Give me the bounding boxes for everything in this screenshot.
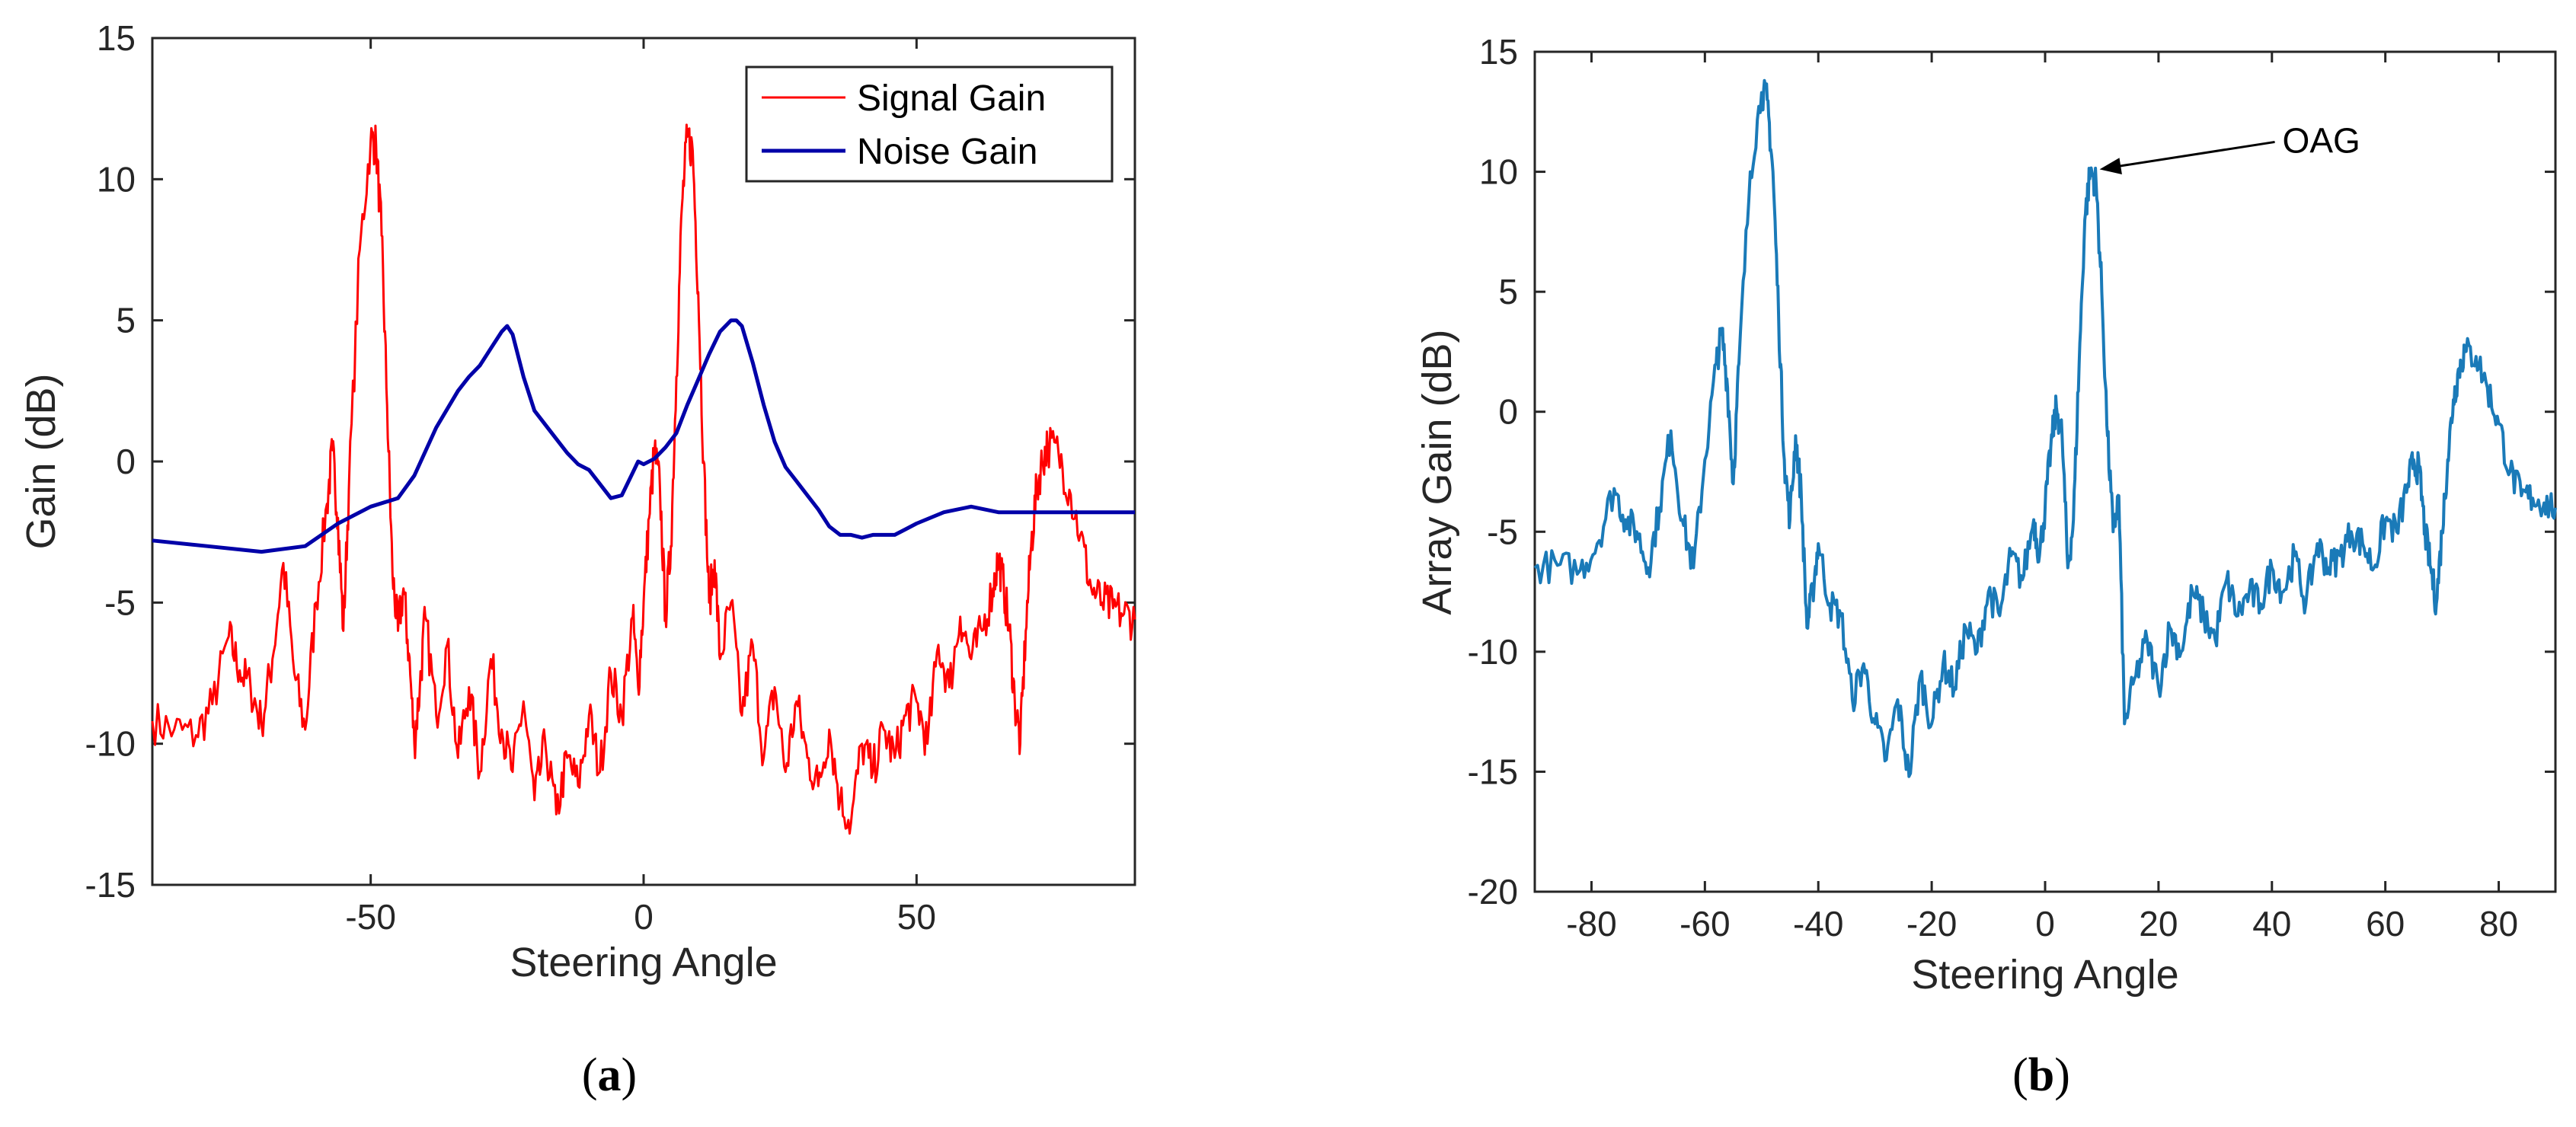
series-line-signal-gain	[151, 123, 1136, 835]
x-tick-label: 20	[2139, 904, 2178, 943]
y-tick-label: -5	[104, 583, 136, 622]
x-tick-label: 40	[2252, 904, 2291, 943]
x-tick-label: 80	[2479, 904, 2518, 943]
oag-arrow-head	[2099, 158, 2122, 174]
panel-a-series-lines	[151, 123, 1136, 835]
x-tick-label: -20	[1906, 904, 1957, 943]
y-tick-label: -5	[1487, 512, 1518, 551]
panel-a-legend: Signal Gain Noise Gain	[745, 65, 1114, 183]
x-tick-label: -50	[345, 897, 395, 937]
legend-signal-gain-label: Signal Gain	[857, 78, 1046, 119]
panel-b-caption: (b)	[2012, 1049, 2070, 1101]
y-tick-label: -10	[1468, 632, 1518, 672]
x-tick-label: 0	[634, 897, 654, 937]
y-tick-label: 5	[116, 301, 136, 340]
y-tick-label: 0	[116, 442, 136, 481]
legend-box	[745, 65, 1114, 183]
legend-noise-gain-label: Noise Gain	[857, 132, 1037, 172]
y-tick-label: -15	[1468, 752, 1518, 791]
oag-label: OAG	[2283, 120, 2360, 160]
y-tick-label: 15	[97, 18, 136, 58]
panel-a-y-axis-label: Gain (dB)	[18, 373, 64, 549]
y-tick-label: 0	[1498, 392, 1518, 432]
panel-b-x-axis-label: Steering Angle	[1911, 952, 2178, 998]
x-tick-label: 0	[2035, 904, 2055, 943]
panel-b-y-axis-label: Array Gain (dB)	[1414, 329, 1460, 615]
x-tick-label: -80	[1566, 904, 1616, 943]
oag-annotation: OAG	[2099, 120, 2360, 174]
panel-b-series-lines	[1533, 78, 2557, 778]
y-tick-label: -20	[1468, 872, 1518, 911]
series-line-array-gain	[1533, 78, 2557, 778]
x-tick-label: 60	[2366, 904, 2405, 943]
panel-b-chart: -80 -60 -40 -20 0 20 40 60 80 -20 -15 -10 -5 0 5 10 15 O…	[1414, 32, 2557, 1101]
panel-a-caption: (a)	[582, 1049, 637, 1101]
panel-b-plot-area	[1533, 50, 2557, 893]
panel-b-ticks: -80 -60 -40 -20 0 20 40 60 80 -20 -15 -10 -5 0 5 10 15	[1468, 32, 2555, 943]
x-tick-label: -60	[1680, 904, 1730, 943]
y-tick-label: -10	[85, 724, 136, 764]
y-tick-label: -15	[85, 865, 136, 905]
y-tick-label: 15	[1479, 32, 1518, 72]
panel-a-x-axis-label: Steering Angle	[510, 940, 777, 985]
x-tick-label: 50	[897, 897, 936, 937]
y-tick-label: 10	[97, 159, 136, 199]
y-tick-label: 5	[1498, 272, 1518, 311]
series-line-noise-gain	[152, 318, 1135, 554]
x-tick-label: -40	[1793, 904, 1843, 943]
y-tick-label: 10	[1479, 152, 1518, 192]
oag-arrow	[2117, 140, 2275, 168]
